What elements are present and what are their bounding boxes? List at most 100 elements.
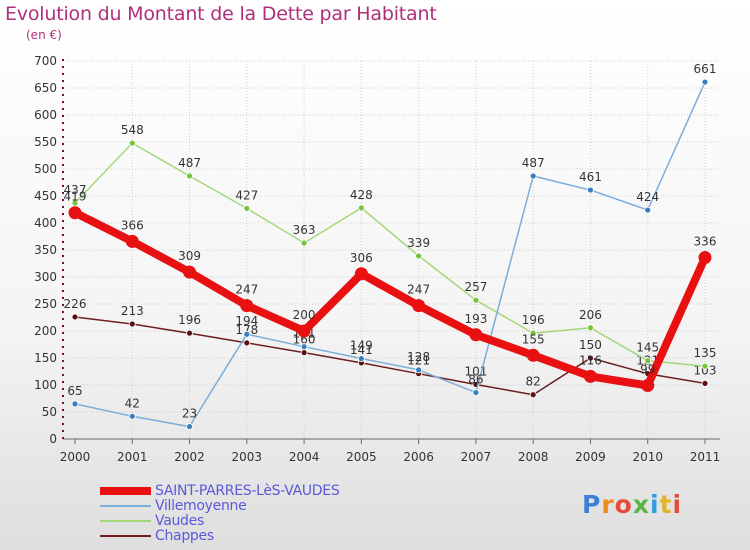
data-point — [186, 423, 193, 430]
x-tick-label: 2009 — [575, 450, 606, 464]
data-label: 339 — [407, 236, 430, 250]
data-label: 145 — [636, 341, 659, 355]
data-point — [240, 299, 254, 313]
series-line — [71, 208, 709, 390]
data-point — [644, 206, 652, 214]
data-point — [587, 186, 594, 194]
data-label: 437 — [64, 183, 87, 197]
data-point — [644, 357, 652, 365]
logo-letter: x — [632, 490, 650, 519]
y-tick-label: 700 — [34, 54, 57, 68]
data-label: 103 — [694, 363, 717, 377]
data-label: 424 — [636, 190, 659, 204]
data-point — [526, 348, 540, 362]
legend-label: Chappes — [155, 528, 214, 544]
data-label: 86 — [468, 373, 483, 387]
x-tick-label: 2002 — [174, 450, 205, 464]
data-point — [415, 366, 423, 374]
legend-swatch — [100, 520, 151, 522]
logo-letter: P — [582, 490, 602, 519]
logo-letter: t — [659, 490, 673, 519]
data-label: 306 — [350, 251, 373, 265]
data-point — [529, 329, 537, 337]
y-tick-label: 200 — [34, 324, 57, 338]
data-point — [71, 400, 79, 408]
y-tick-label: 350 — [34, 243, 57, 257]
data-point — [300, 239, 308, 247]
data-label: 135 — [694, 346, 717, 360]
data-label: 247 — [235, 283, 258, 297]
data-label: 461 — [579, 170, 602, 184]
x-tick-label: 2001 — [117, 450, 148, 464]
data-label: 128 — [407, 350, 430, 364]
data-label: 309 — [178, 249, 201, 263]
data-label: 155 — [522, 332, 545, 346]
data-label: 226 — [64, 297, 87, 311]
data-point — [243, 330, 251, 338]
data-label: 196 — [178, 313, 201, 327]
data-point — [71, 313, 79, 321]
logo-letter: o — [614, 490, 633, 519]
data-point — [68, 206, 82, 220]
data-label: 363 — [293, 223, 316, 237]
data-label: 23 — [182, 407, 197, 421]
data-label: 42 — [125, 396, 140, 410]
x-tick-label: 2011 — [690, 450, 721, 464]
data-label: 149 — [350, 339, 373, 353]
y-tick-label: 50 — [42, 405, 57, 419]
y-tick-label: 250 — [34, 297, 57, 311]
legend-label: Villemoyenne — [155, 498, 247, 514]
data-point — [529, 391, 537, 399]
data-point — [583, 369, 597, 383]
x-tick-label: 2010 — [632, 450, 663, 464]
series-chappes: 22621319617816014112110182150121103 — [64, 297, 717, 399]
x-tick-label: 2007 — [461, 450, 492, 464]
data-label: 247 — [407, 283, 430, 297]
data-label: 548 — [121, 123, 144, 137]
data-label: 65 — [67, 384, 82, 398]
data-point — [357, 355, 365, 362]
logo-letter: r — [601, 490, 615, 519]
data-label: 82 — [526, 375, 541, 389]
data-point — [128, 320, 136, 328]
y-tick-label: 450 — [34, 189, 57, 203]
data-point — [472, 389, 480, 396]
data-label: 200 — [293, 308, 316, 322]
data-point — [701, 362, 709, 370]
data-label: 178 — [235, 323, 258, 337]
data-label: 160 — [293, 333, 316, 347]
data-point — [415, 252, 423, 260]
series-line — [74, 142, 706, 367]
data-point — [186, 172, 193, 180]
legend-item: Vaudes — [100, 514, 400, 529]
data-point — [698, 251, 712, 265]
y-tick-label: 400 — [34, 216, 57, 230]
data-point — [529, 172, 537, 180]
data-label: 257 — [464, 280, 487, 294]
x-tick-label: 2000 — [60, 450, 91, 464]
data-point — [641, 379, 655, 393]
legend: SAINT-PARRES-LèS-VAUDES Villemoyenne Vaude… — [100, 484, 400, 544]
data-point — [71, 199, 79, 207]
chart-title: Evolution du Montant de la Dette par Hab… — [5, 3, 437, 25]
data-label: 661 — [694, 62, 717, 76]
data-label: 193 — [464, 312, 487, 326]
data-point — [701, 78, 709, 86]
data-point — [128, 412, 136, 420]
series-saint-parres-l-s-vaudes: 419 366 309 247 200 306 247 193 155 116 99 336 — [64, 190, 716, 393]
legend-swatch — [100, 535, 151, 537]
data-point — [300, 343, 308, 351]
logo-letter: i — [672, 490, 683, 519]
data-point — [125, 234, 139, 248]
y-tick-label: 150 — [34, 351, 57, 365]
legend-item: Chappes — [100, 529, 400, 544]
data-label: 206 — [579, 308, 602, 322]
data-point — [300, 349, 308, 357]
data-label: 121 — [407, 354, 430, 368]
data-point — [469, 328, 483, 342]
legend-swatch — [100, 505, 151, 507]
data-point — [243, 339, 251, 347]
y-tick-label: 650 — [34, 81, 57, 95]
legend-item: SAINT-PARRES-LèS-VAUDES — [100, 484, 400, 499]
